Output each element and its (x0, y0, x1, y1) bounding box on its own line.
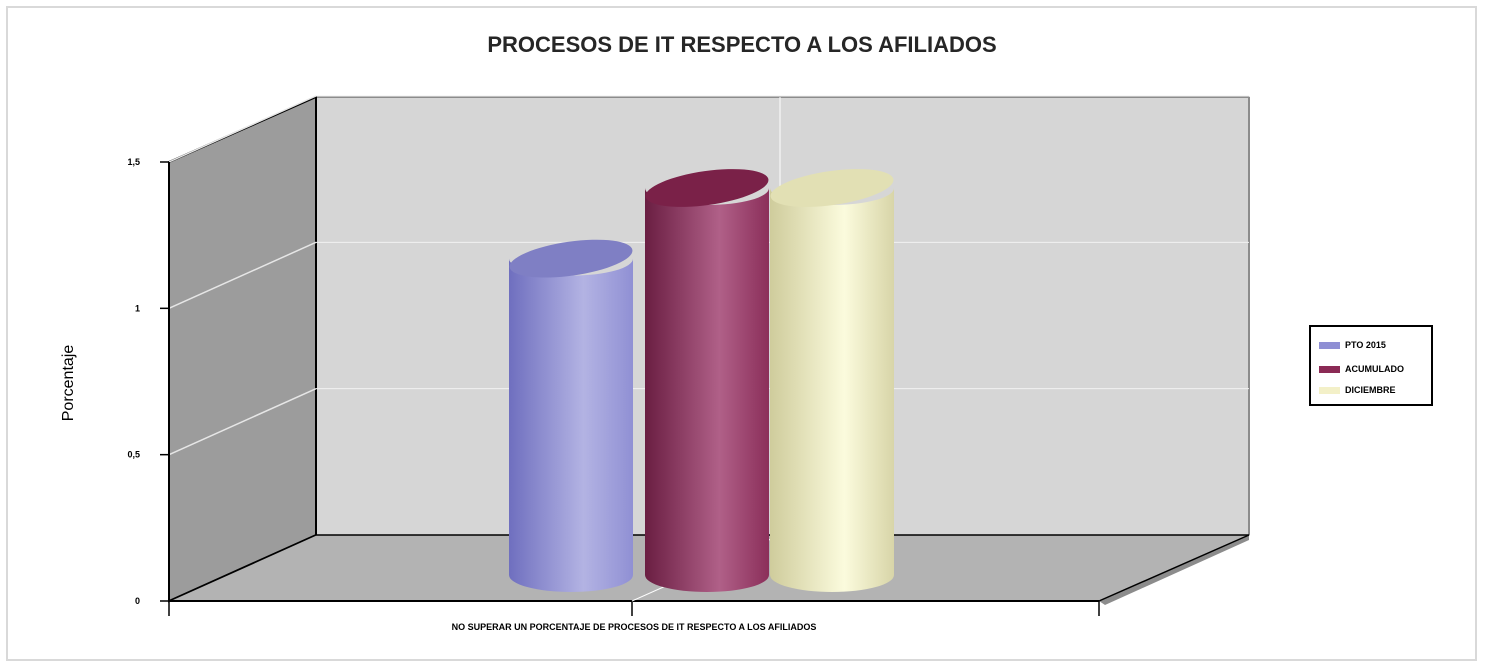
bar-acumulado (645, 169, 769, 592)
legend-label: PTO 2015 (1345, 340, 1386, 350)
chart-floor-right-edge (1098, 534, 1250, 602)
side-wall-gridline (168, 95, 317, 163)
y-axis-ticks: 0 0,5 1 1,5 (127, 157, 169, 606)
chart-floor-edge (1099, 535, 1249, 605)
bar-pto-2015 (509, 239, 633, 592)
x-category-label: NO SUPERAR UN PORCENTAJE DE PROCESOS DE … (452, 622, 817, 632)
chart-bars (509, 169, 894, 592)
bar-acumulado-top (645, 169, 769, 207)
y-tick-label: 1 (135, 303, 140, 313)
side-wall-gridline (168, 241, 317, 310)
bar-diciembre (770, 169, 894, 592)
chart-floor-left-edge (168, 534, 317, 602)
y-axis-label: Porcentaje (60, 345, 77, 422)
chart-legend: PTO 2015 ACUMULADO DICIEMBRE (1309, 325, 1433, 406)
legend-label: ACUMULADO (1345, 364, 1404, 374)
bar-acumulado-body (645, 188, 769, 592)
legend-swatch (1319, 365, 1340, 373)
bar-pto-2015-body (509, 258, 633, 592)
bar-diciembre-body (770, 188, 894, 592)
side-wall-gridline (168, 387, 317, 456)
y-tick-label: 0 (135, 596, 140, 606)
legend-label: DICIEMBRE (1345, 385, 1396, 395)
legend-swatch (1319, 341, 1340, 349)
bar-pto-2015-top (509, 239, 633, 278)
legend-item-pto-2015: PTO 2015 (1319, 338, 1386, 352)
bar-diciembre-top (770, 169, 894, 207)
chart-side-wall (168, 95, 317, 603)
legend-swatch (1319, 386, 1340, 394)
y-tick-label: 1,5 (127, 157, 140, 167)
legend-item-acumulado: ACUMULADO (1319, 362, 1404, 376)
y-tick-label: 0,5 (127, 450, 140, 460)
legend-item-diciembre: DICIEMBRE (1319, 383, 1396, 397)
chart-title: PROCESOS DE IT RESPECTO A LOS AFILIADOS (487, 32, 996, 57)
